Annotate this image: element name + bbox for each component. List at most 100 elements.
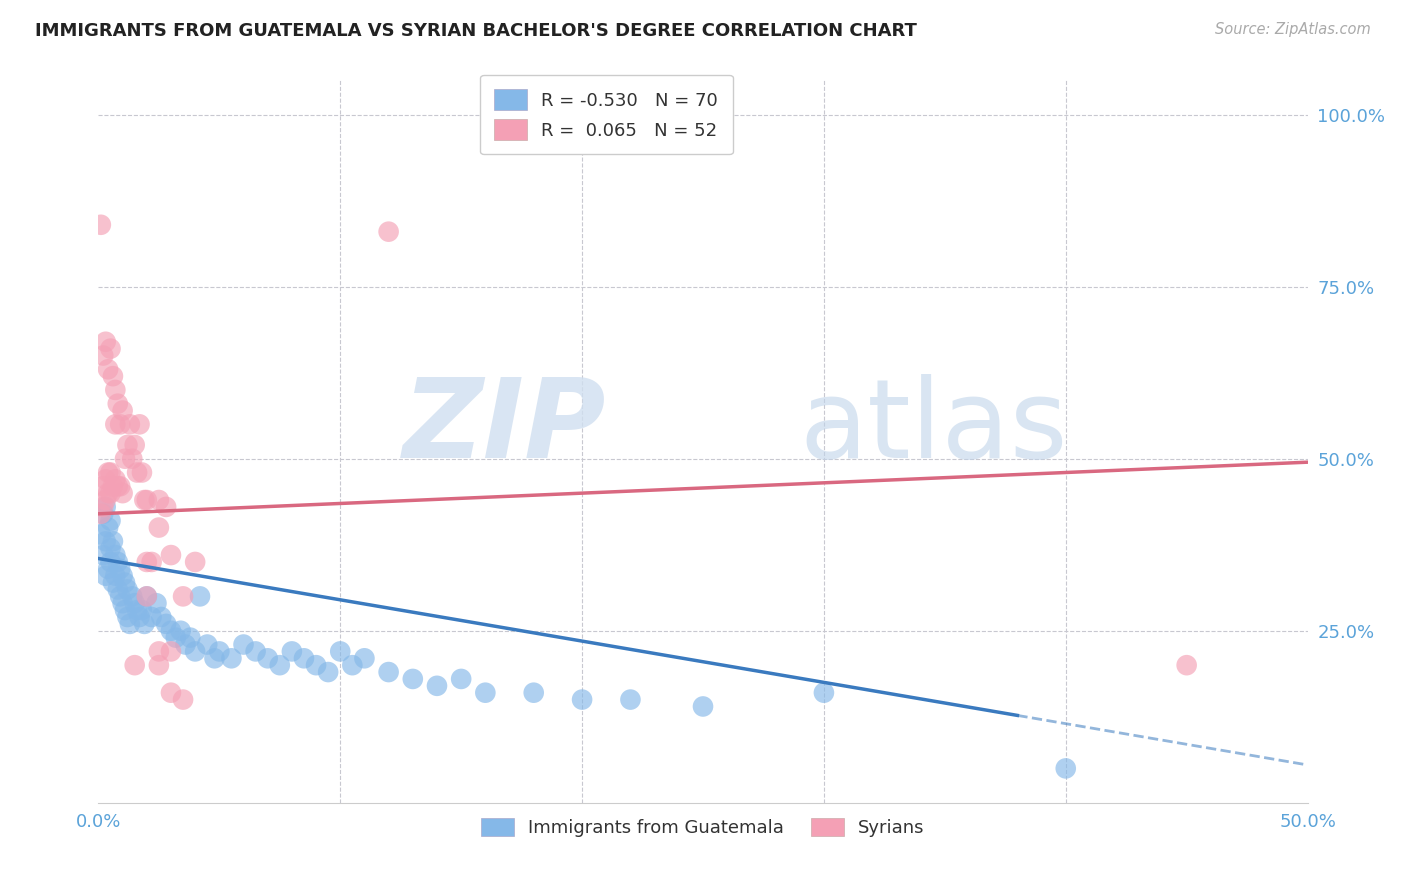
Point xyxy=(141,610,163,624)
Point xyxy=(148,644,170,658)
Point xyxy=(104,568,127,582)
Text: atlas: atlas xyxy=(800,374,1069,481)
Text: Source: ZipAtlas.com: Source: ZipAtlas.com xyxy=(1215,22,1371,37)
Point xyxy=(204,651,226,665)
Point xyxy=(104,472,127,486)
Point xyxy=(124,658,146,673)
Point xyxy=(111,486,134,500)
Point xyxy=(692,699,714,714)
Point xyxy=(155,500,177,514)
Point xyxy=(114,603,136,617)
Point xyxy=(90,527,112,541)
Point xyxy=(108,590,131,604)
Legend: Immigrants from Guatemala, Syrians: Immigrants from Guatemala, Syrians xyxy=(474,811,932,845)
Point xyxy=(128,417,150,432)
Point xyxy=(100,486,122,500)
Point xyxy=(107,397,129,411)
Point xyxy=(91,548,114,562)
Point xyxy=(90,507,112,521)
Point xyxy=(100,342,122,356)
Point xyxy=(232,638,254,652)
Point xyxy=(100,514,122,528)
Point xyxy=(97,520,120,534)
Point xyxy=(281,644,304,658)
Point xyxy=(94,334,117,349)
Point xyxy=(305,658,328,673)
Point xyxy=(145,596,167,610)
Point xyxy=(100,555,122,569)
Point xyxy=(118,616,141,631)
Point xyxy=(148,493,170,508)
Text: IMMIGRANTS FROM GUATEMALA VS SYRIAN BACHELOR'S DEGREE CORRELATION CHART: IMMIGRANTS FROM GUATEMALA VS SYRIAN BACH… xyxy=(35,22,917,40)
Point xyxy=(90,218,112,232)
Point xyxy=(169,624,191,638)
Point xyxy=(101,479,124,493)
Point xyxy=(172,590,194,604)
Point xyxy=(160,644,183,658)
Point xyxy=(104,417,127,432)
Point xyxy=(91,500,114,514)
Point xyxy=(101,534,124,549)
Point xyxy=(107,479,129,493)
Point xyxy=(1054,761,1077,775)
Point xyxy=(184,555,207,569)
Point xyxy=(269,658,291,673)
Point xyxy=(97,466,120,480)
Point xyxy=(329,644,352,658)
Point xyxy=(619,692,641,706)
Point xyxy=(118,417,141,432)
Point xyxy=(111,403,134,417)
Point xyxy=(100,466,122,480)
Point xyxy=(165,631,187,645)
Point xyxy=(188,590,211,604)
Point xyxy=(97,562,120,576)
Point xyxy=(117,582,139,597)
Text: ZIP: ZIP xyxy=(402,374,606,481)
Point xyxy=(160,548,183,562)
Point xyxy=(245,644,267,658)
Point xyxy=(117,610,139,624)
Point xyxy=(342,658,364,673)
Point xyxy=(292,651,315,665)
Point xyxy=(108,479,131,493)
Point xyxy=(148,520,170,534)
Point xyxy=(450,672,472,686)
Point xyxy=(94,500,117,514)
Point xyxy=(107,555,129,569)
Point xyxy=(571,692,593,706)
Point xyxy=(94,472,117,486)
Point xyxy=(426,679,449,693)
Point xyxy=(135,555,157,569)
Point xyxy=(221,651,243,665)
Point xyxy=(134,493,156,508)
Point xyxy=(124,438,146,452)
Point xyxy=(208,644,231,658)
Point xyxy=(174,638,197,652)
Point xyxy=(135,493,157,508)
Point xyxy=(474,686,496,700)
Point xyxy=(94,493,117,508)
Point xyxy=(813,686,835,700)
Point xyxy=(100,541,122,556)
Point xyxy=(94,568,117,582)
Point xyxy=(131,603,153,617)
Point xyxy=(124,596,146,610)
Point xyxy=(91,349,114,363)
Point xyxy=(131,466,153,480)
Point xyxy=(160,624,183,638)
Point xyxy=(179,631,201,645)
Point xyxy=(121,451,143,466)
Point xyxy=(91,507,114,521)
Point xyxy=(377,225,399,239)
Point xyxy=(195,638,218,652)
Point xyxy=(101,369,124,384)
Point xyxy=(402,672,425,686)
Point xyxy=(127,603,149,617)
Point xyxy=(107,582,129,597)
Point xyxy=(111,596,134,610)
Point xyxy=(523,686,546,700)
Point xyxy=(172,692,194,706)
Point xyxy=(114,451,136,466)
Point xyxy=(353,651,375,665)
Point xyxy=(1175,658,1198,673)
